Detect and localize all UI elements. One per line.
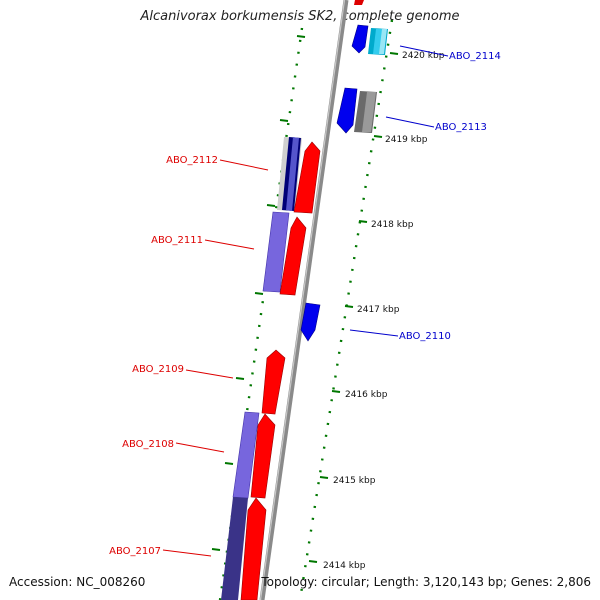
forward-gene-arrow[interactable] bbox=[250, 413, 276, 499]
genome-backbone bbox=[259, 0, 349, 600]
tick-label: 2417 kbp bbox=[357, 305, 400, 315]
gene-abo-2111[interactable] bbox=[262, 211, 307, 296]
tick-label: 2420 kbp bbox=[402, 51, 445, 61]
forward-gene-arrow[interactable] bbox=[354, 0, 364, 5]
forward-gene-arrow[interactable] bbox=[293, 141, 321, 214]
gene-abo-2108[interactable] bbox=[232, 411, 276, 499]
gene-label-abo-2108[interactable]: ABO_2108 bbox=[122, 439, 174, 450]
gene-feature-box[interactable] bbox=[379, 29, 387, 54]
gene-feature-box[interactable] bbox=[262, 211, 290, 293]
gene-labels: ABO_2114 ABO_2113 ABO_2112 ABO_2111 ABO_… bbox=[109, 51, 501, 557]
accession-text: Accession: NC_008260 bbox=[9, 575, 146, 589]
gene-label-abo-2114[interactable]: ABO_2114 bbox=[449, 51, 501, 62]
gene-abo-2114[interactable] bbox=[351, 24, 388, 55]
forward-gene-arrow[interactable] bbox=[240, 497, 267, 600]
reverse-gene-arrow[interactable] bbox=[351, 24, 369, 54]
tick-label: 2418 kbp bbox=[371, 220, 414, 230]
gene-abo-2113[interactable] bbox=[336, 87, 377, 134]
tick-label: 2414 kbp bbox=[323, 561, 366, 571]
map-title: Alcanivorax borkumensis SK2, complete ge… bbox=[140, 9, 460, 24]
forward-gene-arrow[interactable] bbox=[261, 349, 286, 415]
gene-abo-2109[interactable] bbox=[261, 349, 286, 415]
reverse-gene-arrow[interactable] bbox=[336, 87, 358, 134]
forward-gene-arrow[interactable] bbox=[279, 216, 307, 296]
tick-label: 2415 kbp bbox=[333, 476, 376, 486]
gene-abo-2112[interactable] bbox=[277, 137, 321, 214]
gene-label-abo-2109[interactable]: ABO_2109 bbox=[132, 364, 184, 375]
genome-summary-text: Topology: circular; Length: 3,120,143 bp… bbox=[261, 575, 591, 589]
scale-labels: 2420 kbp 2419 kbp 2418 kbp 2417 kbp 2416… bbox=[323, 51, 445, 571]
right-scale-ticks bbox=[308, 52, 399, 563]
left-scale-ticks bbox=[211, 35, 306, 551]
reverse-gene-arrow[interactable] bbox=[300, 302, 321, 342]
gene-label-abo-2110[interactable]: ABO_2110 bbox=[399, 331, 451, 342]
gene-label-abo-2112[interactable]: ABO_2112 bbox=[166, 155, 218, 166]
gene-label-abo-2107[interactable]: ABO_2107 bbox=[109, 546, 161, 557]
right-guide-dots bbox=[298, 19, 394, 600]
gene-feature-box[interactable] bbox=[286, 137, 299, 211]
gene-label-abo-2111[interactable]: ABO_2111 bbox=[151, 235, 203, 246]
gene-label-abo-2113[interactable]: ABO_2113 bbox=[435, 122, 487, 133]
gene-feature-box[interactable] bbox=[362, 92, 376, 132]
genome-backbone-highlight bbox=[259, 0, 346, 600]
gene-feature-box[interactable] bbox=[221, 497, 248, 600]
tick-label: 2416 kbp bbox=[345, 390, 388, 400]
gene-abo-2107[interactable] bbox=[221, 497, 267, 600]
tick-label: 2419 kbp bbox=[385, 135, 428, 145]
label-leaders bbox=[162, 45, 449, 557]
gene-abo-2110[interactable] bbox=[300, 302, 321, 342]
